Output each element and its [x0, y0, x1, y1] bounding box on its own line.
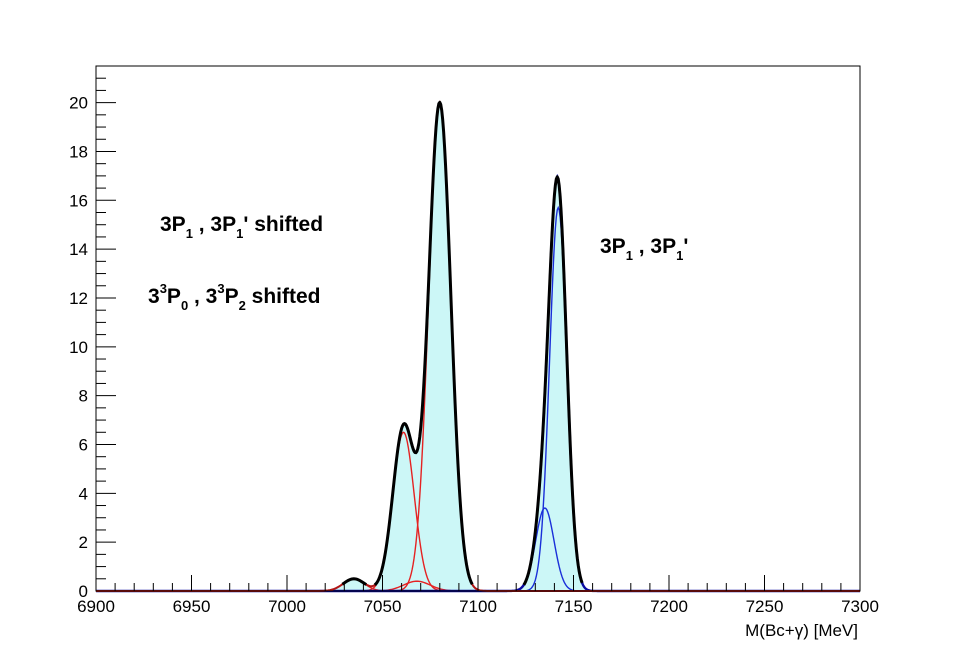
total-fill-area	[96, 102, 860, 591]
axis-layer: 6900 6950 7000 7050 7100 7150 7200 7250 7300 0 2 4 6…	[69, 65, 879, 616]
x-tick-label: 7050	[364, 597, 402, 616]
y-tick-label: 18	[69, 142, 88, 161]
y-tick-label: 2	[79, 533, 88, 552]
curve-layer	[96, 100, 860, 593]
y-tick-label: 12	[69, 289, 88, 308]
component-curve-4	[96, 103, 860, 592]
blue-group-total-curve	[96, 173, 860, 593]
annotation-right: 3P1 , 3P1'	[600, 235, 688, 263]
fill-layer	[96, 102, 860, 591]
y-tick-label: 0	[79, 582, 88, 601]
component-curve-2	[96, 431, 860, 592]
y-tick-label: 4	[79, 484, 88, 503]
y-tick-label: 6	[79, 435, 88, 454]
x-tick-label: 7250	[746, 597, 784, 616]
y-tick-label: 8	[79, 387, 88, 406]
y-tick-label: 20	[69, 94, 88, 113]
annotation-left-line1: 3P1 , 3P1' shifted	[160, 213, 323, 241]
annotation-left-line2: 33P0 , 33P2 shifted	[148, 281, 321, 313]
x-tick-label: 7100	[459, 597, 497, 616]
x-tick-label: 7150	[555, 597, 593, 616]
x-tick-label: 7200	[650, 597, 688, 616]
x-tick-label: 6900	[77, 597, 115, 616]
y-tick-label: 10	[69, 338, 88, 357]
x-tick-label: 7000	[268, 597, 306, 616]
y-tick-label: 14	[69, 240, 88, 259]
x-axis-label: M(Bc+γ) [MeV]	[745, 621, 858, 640]
total-curve	[341, 100, 584, 586]
y-tick-label: 16	[69, 191, 88, 210]
x-tick-label: 6950	[173, 597, 211, 616]
plot-frame	[95, 65, 861, 592]
component-curve-6	[96, 205, 860, 592]
x-tick-label: 7300	[841, 597, 879, 616]
red-group-total-curve	[96, 100, 860, 592]
